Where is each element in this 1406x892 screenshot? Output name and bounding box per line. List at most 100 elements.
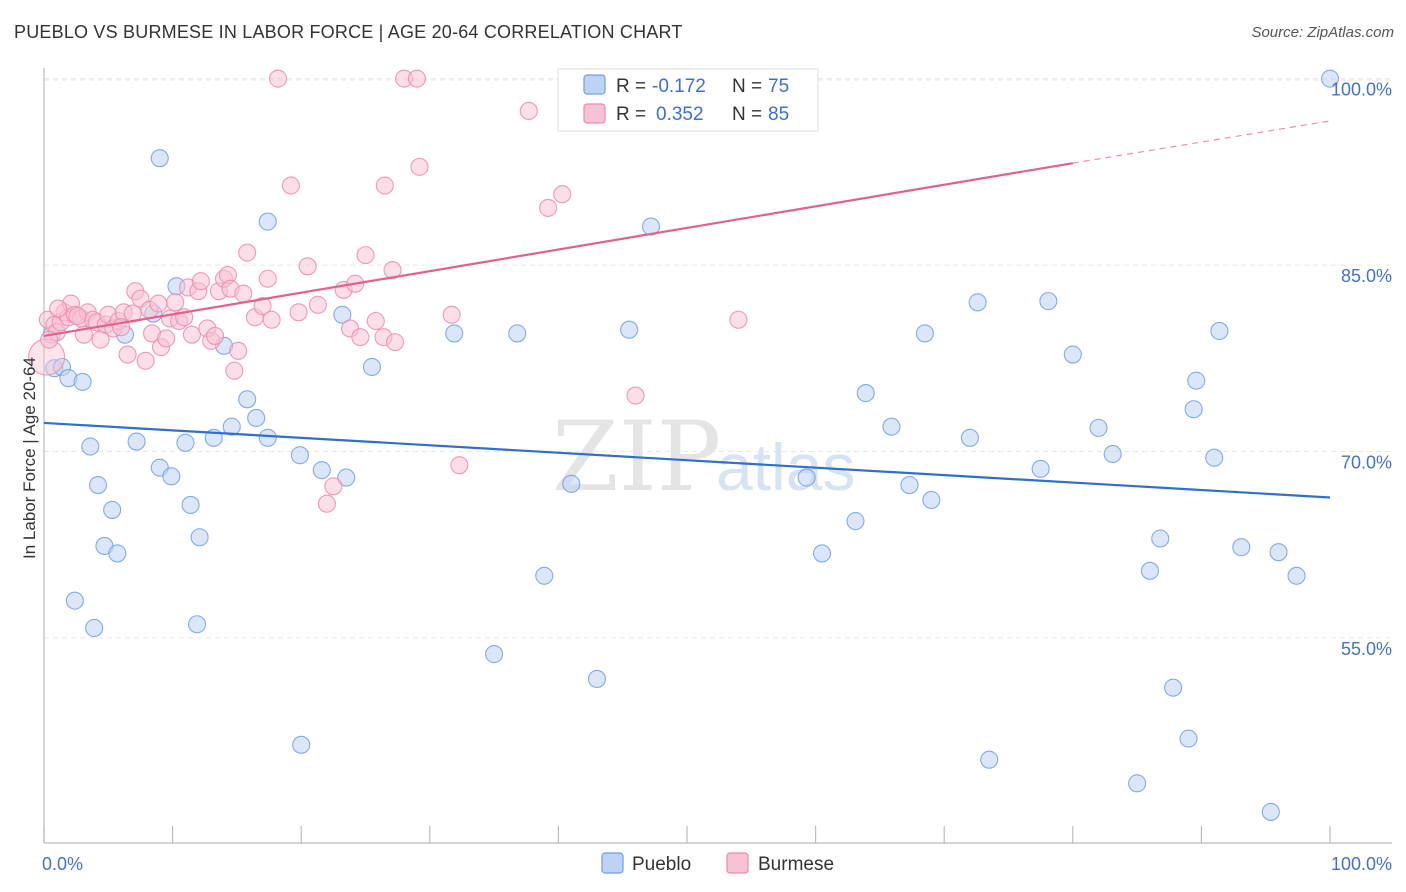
pueblo-point-70: [1261, 802, 1280, 821]
burmese-point-57: [308, 295, 327, 314]
pueblo-point-47: [856, 384, 875, 403]
pueblo-point-13: [127, 432, 146, 451]
pueblo-point-4: [73, 372, 92, 391]
pueblo-point-27: [247, 408, 266, 427]
watermark: ZIP atlas: [552, 401, 855, 513]
burmese-point-72: [410, 157, 429, 176]
burmese-point-82: [49, 299, 68, 318]
pueblo-point-38: [508, 324, 527, 343]
pueblo-point-69: [1232, 538, 1251, 557]
pueblo-point-33: [333, 305, 352, 324]
pueblo-point-15: [150, 149, 169, 168]
burmese-point-64: [356, 246, 375, 265]
pueblo-point-48: [882, 417, 901, 436]
pueblo-point-30: [290, 446, 309, 465]
x-tick-label-0: 0.0%: [42, 854, 83, 874]
pueblo-point-73: [1320, 69, 1340, 88]
burmese-point-46: [229, 341, 248, 360]
burmese-point-20: [118, 345, 137, 364]
burmese-point-79: [729, 310, 748, 329]
legend-swatch-pueblo: [583, 74, 606, 95]
y-tick-label-3: 100.0%: [1331, 80, 1392, 100]
chart-title: PUEBLO VS BURMESE IN LABOR FORCE | AGE 2…: [14, 22, 683, 42]
burmese-point-50: [253, 297, 272, 316]
pueblo-point-71: [1269, 543, 1288, 562]
pueblo-point-40: [562, 474, 581, 493]
burmese-point-69: [386, 333, 405, 352]
burmese-point-59: [324, 477, 343, 496]
pueblo-point-57: [1063, 345, 1082, 364]
burmese-point-78: [626, 386, 645, 405]
pueblo-point-54: [980, 750, 999, 769]
burmese-point-58: [317, 494, 336, 513]
legend-r-label-pueblo: R =: [616, 76, 646, 97]
pueblo-point-56: [1039, 292, 1058, 311]
pueblo-point-10: [65, 591, 84, 610]
pueblo-point-63: [1164, 678, 1183, 697]
pueblo-point-66: [1187, 371, 1206, 390]
burmese-point-54: [281, 176, 300, 195]
burmese-point-29: [157, 329, 176, 348]
pueblo-point-7: [103, 500, 122, 519]
burmese-point-75: [519, 101, 538, 121]
pueblo-point-28: [258, 428, 277, 447]
legend-r-value-pueblo: -0.172: [652, 76, 706, 97]
pueblo-point-65: [1184, 400, 1203, 419]
pueblo-point-61: [1140, 561, 1160, 580]
pueblo-point-31: [292, 735, 311, 754]
burmese-point-31: [166, 293, 185, 312]
pueblo-point-67: [1205, 448, 1224, 467]
burmese-point-51: [258, 269, 277, 288]
pueblo-point-68: [1210, 321, 1229, 340]
pueblo-point-35: [362, 357, 381, 377]
x-tick-labels: 0.0% 100.0%: [42, 854, 1392, 874]
grid-lines: [44, 78, 1392, 639]
pueblo-point-58: [1089, 418, 1108, 437]
y-axis-label: In Labor Force | Age 20-64: [20, 357, 39, 559]
pueblo-point-6: [88, 476, 108, 495]
pueblo-point-5: [81, 437, 100, 456]
pueblo-point-25: [222, 417, 241, 436]
burmese-point-55: [289, 303, 308, 322]
y-tick-label-1: 70.0%: [1341, 453, 1392, 473]
burmese-point-76: [539, 198, 558, 217]
bottom-legend-swatch-pueblo: [601, 852, 624, 874]
burmese-point-56: [298, 257, 317, 276]
burmese-trend-line: [43, 162, 1073, 337]
burmese-points: [28, 69, 776, 513]
pueblo-point-20: [181, 495, 200, 514]
pueblo-point-45: [812, 544, 832, 563]
burmese-trend-extension: [1072, 120, 1331, 164]
legend-n-value-burmese: 85: [768, 104, 789, 125]
pueblo-point-62: [1151, 529, 1170, 548]
legend-swatch-burmese: [583, 103, 606, 124]
pueblo-point-59: [1103, 444, 1122, 464]
pueblo-point-21: [190, 528, 209, 547]
pueblo-point-55: [1031, 459, 1050, 478]
burmese-point-40: [205, 326, 225, 345]
y-tick-label-0: 55.0%: [1341, 639, 1392, 659]
legend-r-label-burmese: R =: [616, 104, 646, 125]
burmese-point-71: [407, 69, 426, 88]
burmese-point-68: [383, 260, 402, 280]
pueblo-point-39: [535, 566, 554, 585]
burmese-point-53: [269, 69, 288, 88]
pueblo-point-22: [187, 615, 207, 634]
pueblo-point-9: [108, 544, 127, 563]
burmese-point-37: [191, 272, 210, 291]
trend-lines: [43, 120, 1331, 499]
bottom-legend-label-pueblo: Pueblo: [632, 854, 691, 875]
burmese-point-77: [553, 185, 572, 204]
bottom-legend: Pueblo Burmese: [601, 852, 834, 875]
axes: [43, 68, 1392, 844]
burmese-point-67: [375, 176, 394, 195]
burmese-point-52: [262, 310, 281, 329]
burmese-point-83: [68, 306, 87, 326]
burmese-point-63: [351, 328, 370, 347]
pueblo-point-42: [620, 320, 639, 339]
legend-box: R = -0.172 N = 75 R = 0.352 N = 85: [557, 68, 819, 132]
pueblo-point-46: [846, 512, 865, 531]
y-tick-labels: 55.0% 70.0% 85.0% 100.0%: [1331, 80, 1392, 659]
pueblo-point-44: [797, 468, 816, 487]
